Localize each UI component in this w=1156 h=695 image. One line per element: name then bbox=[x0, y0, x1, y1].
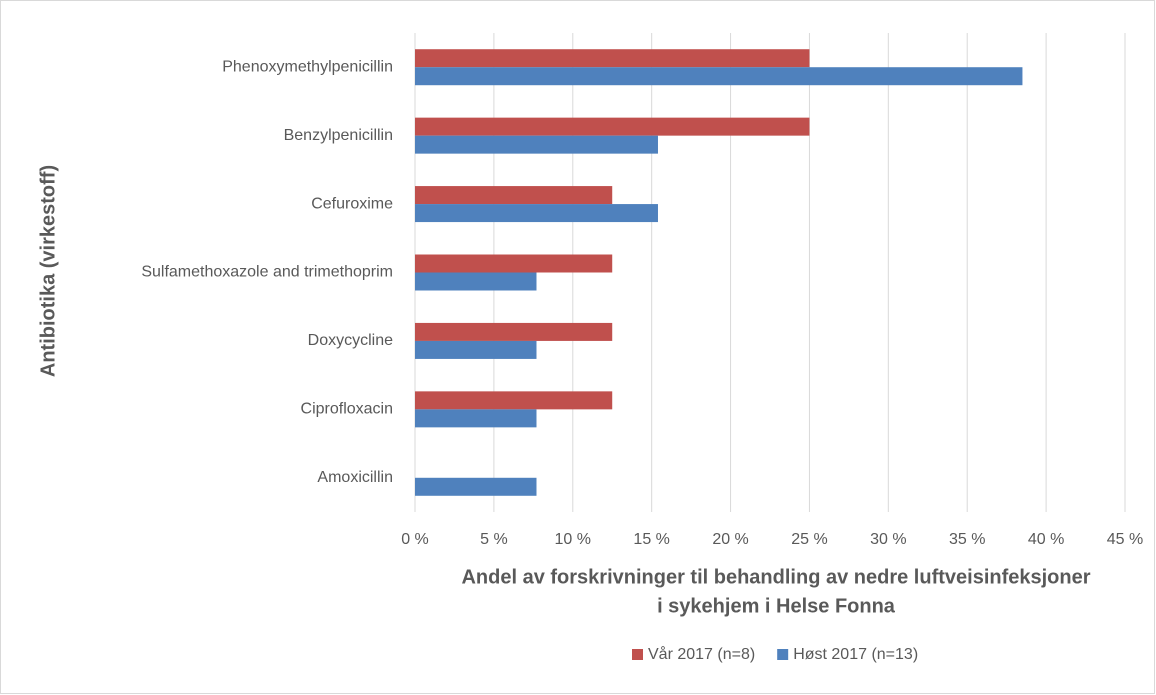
legend-label: Vår 2017 (n=8) bbox=[648, 645, 755, 663]
bar bbox=[415, 67, 1023, 86]
x-tick-label: 40 % bbox=[1028, 531, 1064, 548]
bar bbox=[415, 272, 537, 291]
y-axis-title: Antibiotika (virkestoff) bbox=[37, 165, 59, 377]
y-tick-label: Cefuroxime bbox=[311, 195, 393, 212]
x-tick-label: 25 % bbox=[791, 531, 827, 548]
x-tick-label: 30 % bbox=[870, 531, 906, 548]
x-tick-label: 20 % bbox=[712, 531, 748, 548]
x-tick-label: 15 % bbox=[633, 531, 669, 548]
bar bbox=[415, 477, 537, 496]
bar bbox=[415, 186, 613, 205]
bar bbox=[415, 117, 810, 136]
y-tick-label: Benzylpenicillin bbox=[284, 127, 393, 144]
x-tick-label: 5 % bbox=[480, 531, 508, 548]
y-tick-label: Ciprofloxacin bbox=[301, 401, 393, 418]
x-tick-label: 35 % bbox=[949, 531, 985, 548]
x-tick-label: 10 % bbox=[555, 531, 591, 548]
x-tick-label: 0 % bbox=[401, 531, 429, 548]
bar bbox=[415, 409, 537, 428]
bar bbox=[415, 204, 658, 223]
y-tick-label: Phenoxymethylpenicillin bbox=[222, 58, 393, 75]
bar bbox=[415, 322, 613, 341]
legend-label: Høst 2017 (n=13) bbox=[793, 646, 918, 663]
legend-swatch bbox=[632, 649, 643, 660]
y-tick-label: Amoxicillin bbox=[317, 469, 393, 486]
bar bbox=[415, 254, 613, 273]
x-axis-title: i sykehjem i Helse Fonna bbox=[657, 595, 896, 617]
x-tick-label: 45 % bbox=[1107, 531, 1143, 548]
bar bbox=[415, 135, 658, 154]
x-axis-title: Andel av forskrivninger til behandling a… bbox=[461, 566, 1090, 588]
bar bbox=[415, 391, 613, 410]
legend-swatch bbox=[777, 649, 789, 660]
y-tick-label: Doxycycline bbox=[308, 332, 393, 349]
bar bbox=[415, 340, 537, 359]
y-tick-label: Sulfamethoxazole and trimethoprim bbox=[141, 264, 393, 281]
bar bbox=[415, 49, 810, 68]
